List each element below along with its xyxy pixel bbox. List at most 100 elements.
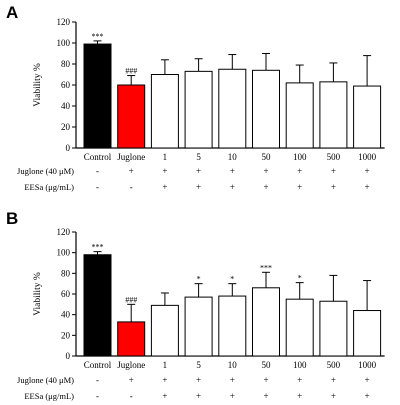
y-tick-label: 100 — [57, 248, 71, 258]
category-label: 1 — [163, 152, 168, 162]
y-tick-label: 120 — [57, 227, 71, 237]
panel-a: A Viability % 0 20 40 60 80 100 120 *** Control - - #… — [6, 3, 385, 192]
treatment-mark: - — [130, 182, 133, 192]
significance-mark: * — [197, 275, 201, 284]
treatment-mark: - — [96, 182, 99, 192]
row-label: Juglone (40 μM) — [17, 375, 74, 385]
bar-100 — [285, 298, 314, 357]
treatment-mark: + — [297, 391, 302, 401]
treatment-mark: + — [331, 182, 336, 192]
y-axis-label: Viability % — [33, 63, 43, 107]
y-tick-label: 40 — [61, 310, 71, 320]
bar-1 — [150, 74, 179, 149]
y-axis-label: Viability % — [33, 272, 43, 316]
treatment-mark: - — [96, 166, 99, 176]
treatment-mark: + — [297, 375, 302, 385]
row-label: Juglone (40 μM) — [17, 166, 74, 176]
y-tick-label: 80 — [61, 268, 71, 278]
y-tick-label: 120 — [57, 17, 71, 27]
treatment-mark: + — [162, 375, 167, 385]
treatment-mark: + — [331, 391, 336, 401]
category-label: 100 — [293, 152, 307, 162]
significance-mark: *** — [92, 32, 104, 41]
category-label: 10 — [228, 360, 238, 370]
bar-50 — [252, 287, 280, 357]
category-label: Control — [84, 360, 112, 370]
treatment-mark: + — [263, 391, 268, 401]
category-label: 1000 — [358, 360, 377, 370]
bar-10 — [218, 295, 247, 357]
treatment-mark: + — [365, 391, 370, 401]
bar-Control — [83, 43, 112, 149]
treatment-mark: + — [365, 182, 370, 192]
y-tick-label: 0 — [66, 143, 71, 153]
significance-mark: * — [230, 275, 234, 284]
treatment-mark: + — [331, 166, 336, 176]
category-label: 500 — [327, 152, 341, 162]
panel-letter: B — [6, 209, 18, 228]
treatment-mark: + — [263, 375, 268, 385]
bar-1000 — [353, 310, 382, 357]
category-label: 1 — [163, 360, 168, 370]
y-tick-label: 20 — [61, 330, 71, 340]
treatment-mark: + — [297, 182, 302, 192]
bar-5 — [184, 296, 213, 357]
y-tick-label: 60 — [61, 289, 71, 299]
treatment-mark: + — [263, 182, 268, 192]
treatment-mark: + — [297, 166, 302, 176]
significance-mark: ### — [125, 295, 137, 304]
category-label: 5 — [196, 152, 201, 162]
treatment-mark: + — [162, 391, 167, 401]
category-label: 100 — [293, 360, 307, 370]
category-label: 5 — [196, 360, 201, 370]
treatment-mark: + — [196, 182, 201, 192]
bar-500 — [319, 300, 348, 357]
bar-Control — [83, 254, 112, 357]
category-label: Control — [84, 152, 112, 162]
bar-10 — [218, 68, 247, 149]
category-label: Juglone — [117, 360, 145, 370]
y-tick-label: 60 — [61, 80, 71, 90]
treatment-mark: + — [365, 166, 370, 176]
y-tick-label: 40 — [61, 101, 71, 111]
category-label: 50 — [262, 360, 272, 370]
category-label: 10 — [228, 152, 238, 162]
category-label: 50 — [262, 152, 272, 162]
treatment-mark: + — [196, 391, 201, 401]
category-label: 1000 — [358, 152, 377, 162]
treatment-mark: + — [129, 166, 134, 176]
bar-Juglone — [117, 84, 146, 149]
treatment-mark: - — [96, 391, 99, 401]
bar-1 — [150, 304, 179, 357]
significance-mark: *** — [92, 243, 104, 252]
row-label: EESa (μg/mL) — [24, 182, 74, 192]
significance-mark: * — [298, 274, 302, 283]
y-tick-label: 100 — [57, 38, 71, 48]
significance-mark: *** — [260, 263, 272, 272]
significance-mark: ### — [125, 67, 137, 76]
category-label: 500 — [327, 360, 341, 370]
bar-50 — [252, 69, 280, 149]
treatment-mark: + — [230, 182, 235, 192]
y-tick-label: 20 — [61, 122, 71, 132]
panel-letter: A — [6, 3, 18, 22]
treatment-mark: + — [230, 391, 235, 401]
category-label: Juglone — [117, 152, 145, 162]
treatment-mark: + — [230, 166, 235, 176]
bar-500 — [319, 81, 348, 149]
treatment-mark: + — [162, 166, 167, 176]
row-label: EESa (μg/mL) — [24, 391, 74, 401]
treatment-mark: + — [365, 375, 370, 385]
bar-Juglone — [117, 321, 146, 357]
treatment-mark: + — [129, 375, 134, 385]
treatment-mark: + — [162, 182, 167, 192]
treatment-mark: + — [331, 375, 336, 385]
treatment-mark: + — [263, 166, 268, 176]
bar-100 — [285, 82, 314, 149]
y-tick-label: 80 — [61, 59, 71, 69]
treatment-mark: + — [196, 166, 201, 176]
bar-1000 — [353, 85, 382, 149]
treatment-mark: - — [130, 391, 133, 401]
